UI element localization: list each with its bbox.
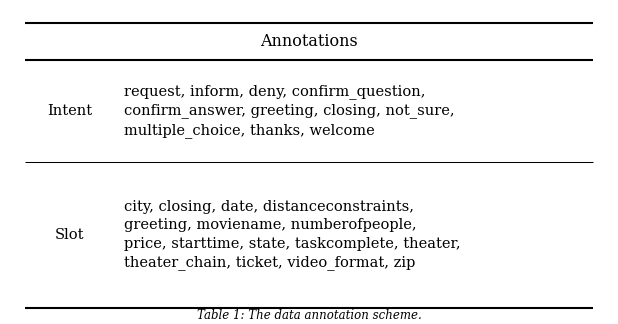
Text: request, inform, deny, confirm_question,
confirm_answer, greeting, closing, not_: request, inform, deny, confirm_question,… [124, 84, 454, 138]
Text: Slot: Slot [55, 228, 84, 242]
Text: Intent: Intent [47, 104, 92, 118]
Text: city, closing, date, distanceconstraints,
greeting, moviename, numberofpeople,
p: city, closing, date, distanceconstraints… [124, 200, 460, 270]
Text: Table 1: The data annotation scheme.: Table 1: The data annotation scheme. [197, 309, 421, 322]
Text: Annotations: Annotations [260, 33, 358, 50]
